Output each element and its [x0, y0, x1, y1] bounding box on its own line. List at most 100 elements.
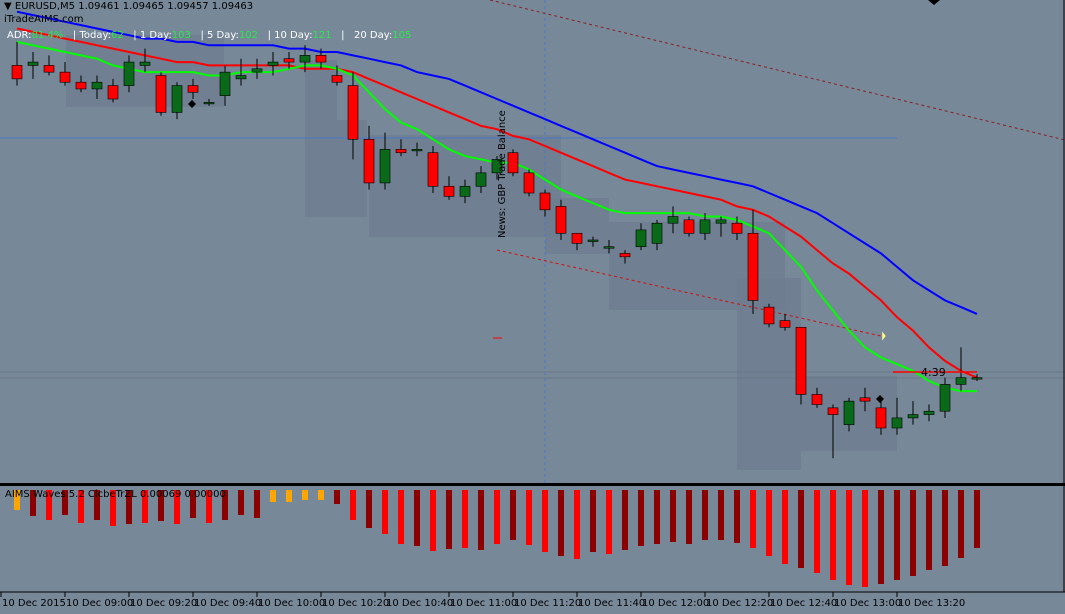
window-menu-triangle-icon[interactable]: ▼ [4, 1, 12, 12]
candle-body [155, 75, 167, 113]
candle [555, 199, 567, 240]
candle-body [171, 85, 183, 113]
histogram-bar [734, 490, 740, 543]
candle [187, 78, 199, 99]
adr-panel: ADR:81.4% | Today:62 | 1 Day:103 | 5 Day… [7, 30, 411, 41]
candle-body [731, 222, 743, 234]
adr-value: 81.4% [31, 30, 64, 41]
candle-body [747, 232, 759, 301]
candle-body [555, 206, 567, 234]
candle-body [651, 222, 663, 244]
candle-body [331, 75, 343, 83]
histogram-bar [798, 490, 804, 568]
candle-body [443, 185, 455, 197]
candle-body [267, 61, 279, 66]
today-value: 62 [111, 30, 124, 41]
candle [379, 132, 391, 190]
candle-body [347, 85, 359, 140]
candle [475, 166, 487, 193]
candle-body [139, 61, 151, 66]
candle [747, 209, 759, 314]
histogram-bar [766, 490, 772, 556]
candle-body [219, 71, 231, 96]
histogram-bar [398, 490, 404, 544]
candle [635, 223, 647, 251]
candle-body [875, 407, 887, 429]
histogram-bar [238, 490, 244, 515]
histogram-bar [862, 490, 868, 587]
candle [603, 240, 615, 254]
candle-body [587, 239, 599, 242]
day1-label: 1 Day: [139, 30, 172, 41]
candle [43, 55, 55, 76]
day5-value: 102 [238, 30, 259, 41]
histogram-bar [270, 490, 276, 502]
candle [587, 236, 599, 247]
candle-body [523, 172, 535, 194]
time-tick-label: 10 Dec 2015 [2, 598, 66, 609]
candle [699, 213, 711, 240]
histogram-bar [878, 490, 884, 584]
candle [283, 52, 295, 69]
symbol-header: ▼ EURUSD,M5 1.09461 1.09465 1.09457 1.09… [4, 1, 253, 12]
histogram-bar [206, 490, 212, 523]
histogram-bar [622, 490, 628, 550]
candle [539, 189, 551, 217]
candle [363, 125, 375, 190]
candle-body [459, 185, 471, 197]
symbol-label: EURUSD,M5 [14, 1, 76, 12]
histogram-bar [334, 490, 340, 504]
histogram-bar [830, 490, 836, 580]
adr-label: ADR: [7, 30, 32, 41]
histogram-bar [638, 490, 644, 546]
histogram-bar [254, 490, 260, 518]
aims-zones [66, 35, 897, 470]
candle-body [891, 417, 903, 429]
candle-body [635, 229, 647, 248]
candle [651, 219, 663, 251]
candle [219, 65, 231, 106]
histogram-bar [78, 490, 84, 523]
adr-separator: | [200, 30, 204, 41]
channel-line[interactable] [489, 0, 1065, 141]
candle [907, 401, 919, 425]
site-label: iTradeAIMS.com [4, 14, 84, 25]
histogram-bar [30, 490, 36, 516]
histogram-bar [542, 490, 548, 552]
candle-body [315, 55, 327, 63]
ohlc-values: 1.09461 1.09465 1.09457 1.09463 [78, 1, 254, 12]
histogram-bar [94, 490, 100, 520]
candle-body [779, 320, 791, 328]
candle-body [11, 65, 23, 80]
candles [11, 41, 983, 459]
histogram-bar [558, 490, 564, 556]
candle [155, 72, 167, 116]
candle-body [971, 377, 983, 380]
candle [779, 313, 791, 331]
candle-body [379, 149, 391, 184]
time-tick-label: 10 Dec 13:00 [834, 598, 901, 609]
candle-body [619, 253, 631, 258]
news-event-text: News: GBP Trade Balance [497, 110, 508, 238]
time-tick-label: 10 Dec 09:20 [130, 598, 197, 609]
candle [11, 41, 23, 86]
candle [347, 72, 359, 160]
candle [571, 232, 583, 251]
candle-body [27, 61, 39, 66]
day20-label: 20 Day: [354, 30, 393, 41]
histogram-bar [222, 490, 228, 520]
candle-body [107, 85, 119, 100]
candle-body [859, 397, 871, 402]
candle-body [667, 216, 679, 224]
candle-body [363, 138, 375, 184]
day1-value: 103 [171, 30, 191, 41]
candle-body [235, 75, 247, 80]
histogram-bar [846, 490, 852, 585]
candle-body [811, 394, 823, 405]
candle [59, 62, 71, 86]
news-event-label[interactable]: News: GBP Trade Balance [497, 108, 511, 248]
histogram-bar [750, 490, 756, 548]
time-tick-label: 10 Dec 11:00 [450, 598, 517, 609]
histogram-bar [414, 490, 420, 546]
